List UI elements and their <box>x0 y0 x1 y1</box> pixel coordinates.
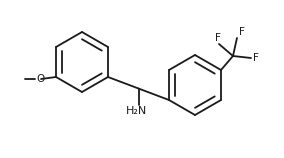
Text: F: F <box>215 33 221 43</box>
Text: O: O <box>36 74 44 84</box>
Text: F: F <box>253 53 259 63</box>
Text: F: F <box>239 27 245 37</box>
Text: H₂N: H₂N <box>126 106 147 116</box>
